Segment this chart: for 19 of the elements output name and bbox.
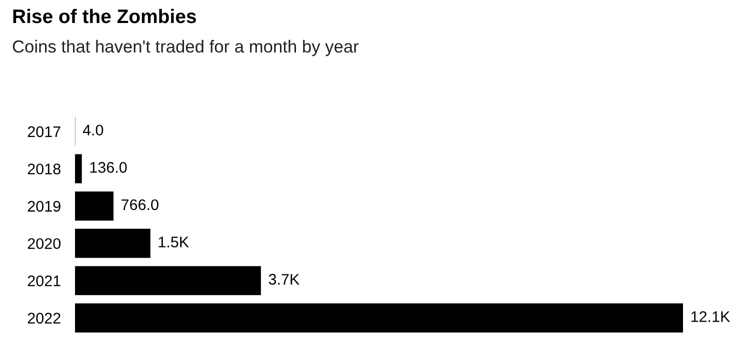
bar	[75, 154, 82, 184]
data-label: 4.0	[82, 124, 104, 136]
bar	[75, 303, 683, 332]
y-tick-label: 2019	[28, 200, 60, 212]
y-tick-label: 2021	[28, 276, 60, 286]
data-label: 136.0	[90, 162, 127, 173]
chart-title: Rise of the Zombies	[13, 8, 196, 24]
bar	[75, 266, 261, 296]
y-tick-label: 2018	[28, 164, 60, 174]
data-label: 3.7K	[268, 274, 300, 285]
y-tick-label: 2022	[28, 312, 60, 324]
y-tick-label: 2017	[28, 126, 60, 138]
y-tick-label: 2020	[28, 238, 61, 250]
bar	[75, 228, 150, 258]
data-label: 12.1K	[691, 311, 730, 322]
chart-subtitle: Coins that haven't traded for a month by year	[12, 40, 359, 56]
data-label: 1.5K	[158, 236, 189, 248]
data-label: 766.0	[122, 199, 158, 210]
bar	[75, 191, 114, 221]
